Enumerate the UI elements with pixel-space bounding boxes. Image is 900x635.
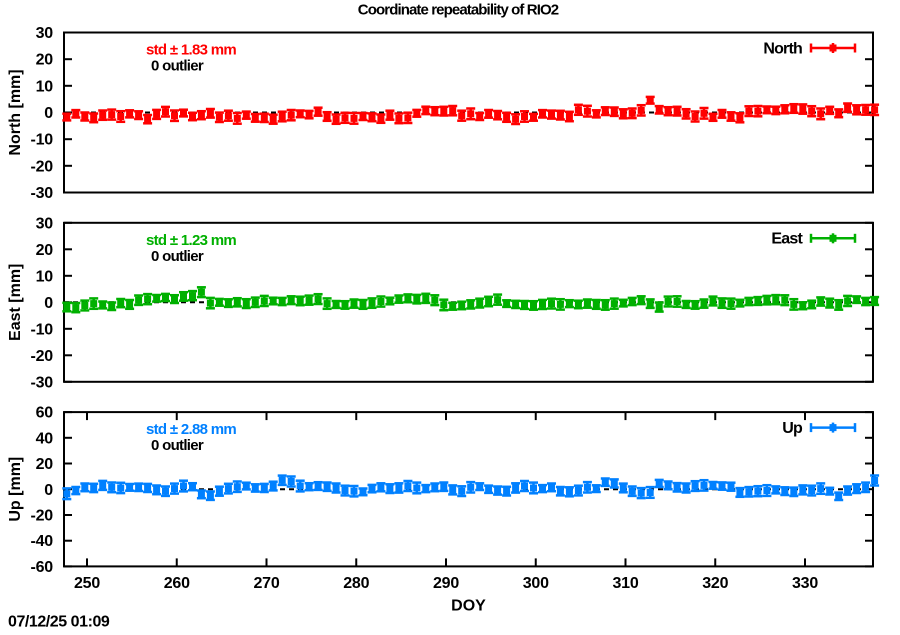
- svg-text:0 outlier: 0 outlier: [151, 58, 204, 75]
- svg-text:280: 280: [343, 575, 369, 592]
- svg-text:-20: -20: [30, 158, 53, 175]
- svg-text:310: 310: [612, 575, 638, 592]
- svg-text:North: North: [763, 40, 802, 57]
- svg-text:30: 30: [36, 215, 54, 232]
- svg-text:-30: -30: [30, 374, 53, 391]
- svg-text:0: 0: [44, 105, 53, 122]
- svg-text:07/12/25 01:09: 07/12/25 01:09: [8, 614, 110, 631]
- svg-text:270: 270: [253, 575, 279, 592]
- svg-text:-10: -10: [30, 132, 53, 149]
- svg-text:std ± 1.23 mm: std ± 1.23 mm: [146, 232, 236, 249]
- svg-text:-20: -20: [30, 507, 53, 524]
- svg-text:20: 20: [36, 242, 54, 259]
- svg-text:-30: -30: [30, 185, 53, 202]
- svg-text:0 outlier: 0 outlier: [151, 437, 204, 454]
- svg-text:std ± 2.88 mm: std ± 2.88 mm: [146, 421, 236, 438]
- svg-text:Coordinate repeatability of RI: Coordinate repeatability of RIO2: [358, 2, 559, 19]
- svg-text:-10: -10: [30, 321, 53, 338]
- svg-text:10: 10: [36, 78, 54, 95]
- svg-text:Up [mm]: Up [mm]: [7, 457, 24, 522]
- svg-text:DOY: DOY: [451, 598, 486, 615]
- svg-text:330: 330: [792, 575, 818, 592]
- svg-text:0: 0: [44, 295, 53, 312]
- svg-text:-20: -20: [30, 348, 53, 365]
- svg-text:250: 250: [74, 575, 100, 592]
- svg-text:0 outlier: 0 outlier: [151, 248, 204, 265]
- svg-text:Up: Up: [782, 420, 803, 437]
- svg-text:60: 60: [36, 405, 54, 422]
- svg-text:-60: -60: [30, 559, 53, 576]
- svg-text:North [mm]: North [mm]: [7, 69, 24, 155]
- svg-text:320: 320: [702, 575, 728, 592]
- svg-text:East: East: [771, 231, 803, 248]
- svg-text:300: 300: [523, 575, 549, 592]
- svg-text:290: 290: [433, 575, 459, 592]
- svg-text:0: 0: [44, 482, 53, 499]
- svg-text:10: 10: [36, 268, 54, 285]
- svg-text:std ± 1.83 mm: std ± 1.83 mm: [146, 42, 236, 59]
- svg-text:20: 20: [36, 52, 54, 69]
- svg-text:40: 40: [36, 430, 54, 447]
- svg-text:20: 20: [36, 456, 54, 473]
- svg-text:30: 30: [36, 25, 54, 42]
- svg-text:260: 260: [164, 575, 190, 592]
- svg-text:East [mm]: East [mm]: [7, 264, 24, 341]
- svg-text:-40: -40: [30, 533, 53, 550]
